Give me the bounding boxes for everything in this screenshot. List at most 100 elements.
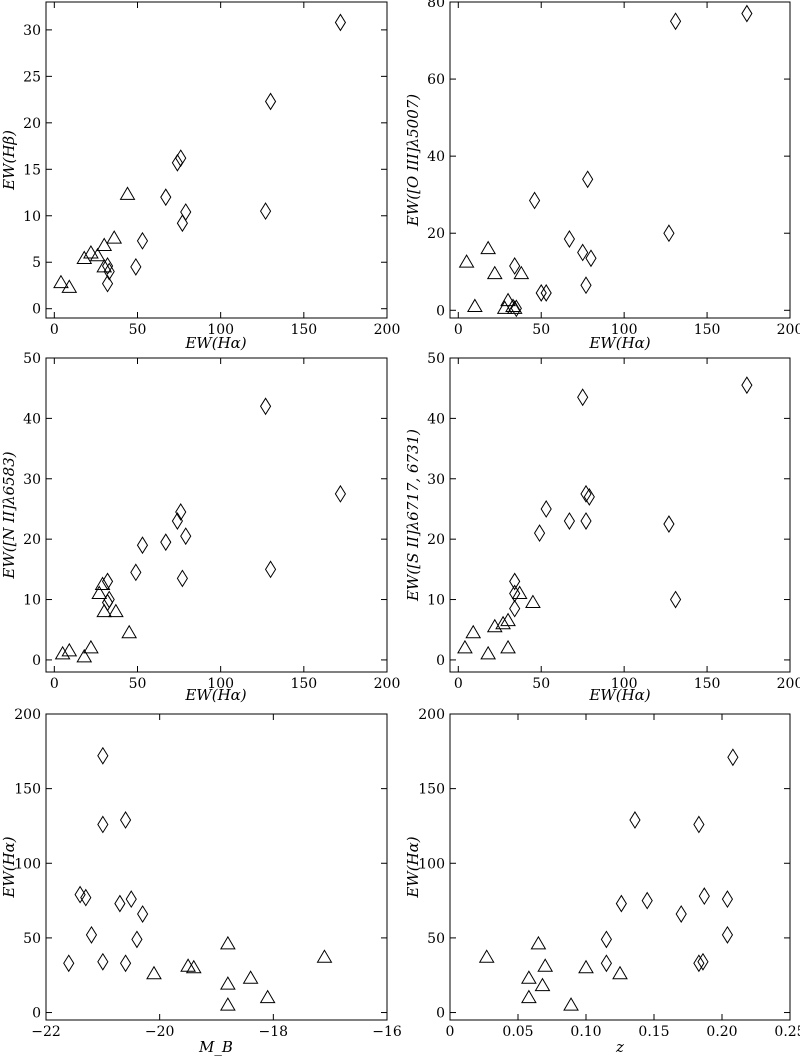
y-tick-label: 25 [23, 69, 41, 85]
y-axis-label: EW([S II]λ6717, 6731) [404, 429, 422, 602]
diamond-point [160, 533, 172, 552]
triangle-point [563, 997, 579, 1011]
y-tick-label: 80 [427, 0, 445, 11]
y-tick-label: 20 [23, 116, 41, 132]
triangle-point [61, 642, 78, 657]
diamond-point [600, 954, 612, 973]
diamond-point [663, 515, 675, 534]
diamond-point [741, 376, 753, 395]
triangle-point [96, 603, 113, 618]
diamond-point [697, 952, 709, 971]
diamond-point [528, 191, 541, 210]
x-tick-label: 0 [50, 322, 59, 338]
x-tick-label: 200 [777, 676, 800, 692]
panel-bottom-right: 0 0.05 0.10 0.15 0.20 0.25 0 50 100 150 200 z EW(Hα) [404, 707, 800, 1056]
y-tick-label: 0 [32, 653, 41, 669]
diamond-point [334, 484, 347, 503]
diamond-point [582, 170, 594, 189]
diamond-point [171, 512, 183, 530]
triangle-point [121, 624, 138, 639]
y-tick-label: 20 [427, 532, 445, 548]
triangle-point [83, 639, 99, 654]
triangle-point [316, 949, 333, 963]
triangle-point [96, 237, 113, 252]
x-axis-label: EW(Hα) [588, 334, 650, 352]
diamond-point [721, 890, 734, 909]
triangle-point [612, 965, 628, 980]
diamond-point [136, 231, 149, 250]
x-tick-label: −18 [259, 1024, 289, 1040]
x-tick-label: 0.25 [774, 1024, 800, 1040]
diamond-point [74, 885, 86, 904]
x-tick-label: 0.10 [570, 1024, 601, 1040]
diamond-point [615, 894, 627, 913]
diamond-point [119, 811, 132, 829]
x-tick-label: 100 [611, 676, 638, 692]
triangle-point [106, 230, 123, 244]
diamond-point [663, 224, 675, 243]
diamond-point [334, 13, 347, 32]
triangle-point [578, 959, 594, 974]
x-tick-label: 150 [290, 322, 317, 338]
y-tick-label: 30 [23, 23, 41, 39]
y-tick-label: 20 [427, 226, 445, 242]
triangle-point [467, 298, 483, 312]
triangle-point [495, 615, 511, 630]
triangle-point [500, 292, 516, 307]
y-tick-label: 40 [23, 411, 41, 427]
diamond-point [727, 748, 739, 767]
diamond-point [137, 905, 149, 923]
diamond-point [629, 811, 641, 829]
diamond-point [119, 954, 132, 973]
plot-frame [449, 713, 791, 1021]
diamond-point [580, 276, 592, 295]
plot-frame [449, 357, 791, 673]
y-axis-label: EW([N II]λ6583) [0, 451, 18, 579]
diamond-point [160, 188, 172, 207]
triangle-point [53, 274, 69, 289]
diamond-point [130, 257, 142, 276]
y-tick-label: 0 [32, 302, 41, 318]
triangle-point [96, 258, 113, 273]
y-tick-label: 15 [23, 162, 41, 178]
diamond-point [125, 890, 137, 909]
diamond-point [533, 524, 546, 543]
triangle-point [119, 186, 136, 200]
y-axis-label: EW(Hα) [404, 836, 422, 898]
diamond-point [176, 569, 188, 588]
y-tick-label: 0 [32, 1006, 41, 1022]
y-tick-label: 100 [14, 856, 41, 872]
x-tick-label: 0.20 [706, 1024, 737, 1040]
x-tick-label: −16 [372, 1024, 402, 1040]
x-tick-label: 0 [454, 322, 463, 338]
triangle-point [259, 989, 276, 1004]
triangle-point [180, 958, 196, 972]
diamond-point [264, 560, 277, 579]
triangle-point [83, 244, 99, 259]
diamond-point [641, 891, 653, 910]
x-tick-label: 0 [50, 676, 59, 692]
triangle-point [219, 997, 236, 1011]
y-tick-label: 10 [23, 209, 41, 225]
x-tick-label: 50 [129, 676, 147, 692]
diamond-point [741, 4, 753, 23]
diamond-point [176, 214, 188, 233]
diamond-point [669, 590, 682, 609]
x-tick-label: −22 [31, 1024, 61, 1040]
y-tick-label: 20 [23, 532, 41, 548]
triangle-point [242, 970, 259, 984]
triangle-point [91, 585, 108, 599]
x-tick-label: 150 [694, 676, 721, 692]
x-tick-label: 200 [374, 676, 401, 692]
diamond-point [540, 500, 552, 518]
panel-top-left: 0 50 100 150 200 0 5 10 15 20 25 30 EW(Hα) EW(Hβ) [0, 1, 400, 352]
diamond-point [583, 487, 595, 506]
diamond-point [180, 527, 192, 546]
y-tick-label: 40 [427, 411, 445, 427]
y-tick-label: 0 [436, 1006, 445, 1022]
triangle-point [500, 639, 516, 654]
y-axis-label: EW(Hα) [0, 836, 18, 898]
y-tick-label: 200 [418, 707, 445, 723]
y-tick-label: 50 [23, 931, 41, 947]
